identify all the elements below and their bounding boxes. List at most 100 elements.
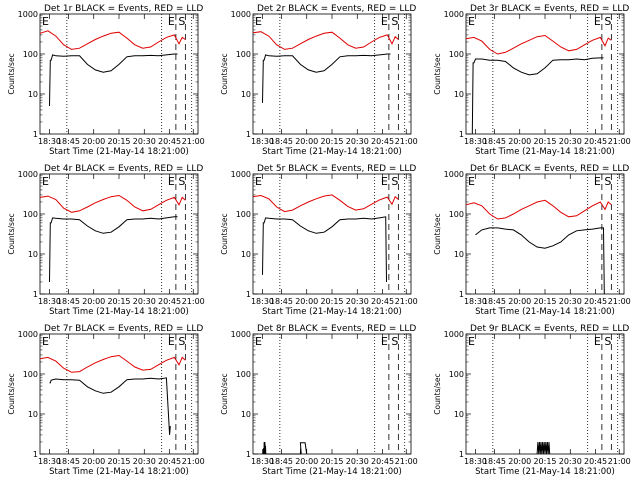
x-tick-label: 21:00 — [182, 297, 205, 306]
plot-frame — [465, 13, 625, 135]
x-tick-label: 20:30 — [346, 137, 369, 146]
y-tick-label: 1000 — [231, 170, 251, 179]
x-tick-label: 20:30 — [559, 137, 582, 146]
series-line-events — [262, 53, 391, 103]
x-tick-label: 20:30 — [133, 137, 156, 146]
y-tick-label: 1 — [459, 290, 464, 299]
plot-frame — [39, 333, 199, 455]
x-tick-label: 20:15 — [533, 297, 556, 306]
chart-panel-9: Det 9r BLACK = Events, RED = LLD 1 10 100 10… — [433, 324, 631, 477]
y-tick-label: 1 — [246, 130, 251, 139]
y-tick-label: 100 — [236, 370, 251, 379]
x-tick-label: 20:45 — [158, 297, 181, 306]
chart-title: Det 9r BLACK = Events, RED = LLD — [470, 324, 629, 334]
x-tick-label: 20:15 — [320, 457, 343, 466]
x-tick-label: 20:45 — [158, 457, 181, 466]
plot-frame — [252, 333, 412, 455]
event-marker-e-end: E — [168, 15, 175, 28]
x-tick-label: 18:30 — [251, 297, 274, 306]
event-marker-e-end: E — [381, 175, 388, 188]
event-marker-e-start: E — [468, 175, 475, 188]
x-tick-label: 18:45 — [270, 137, 293, 146]
series-line-events — [49, 216, 178, 283]
chart-title: Det 2r BLACK = Events, RED = LLD — [257, 4, 416, 14]
x-tick-label: 20:00 — [295, 137, 318, 146]
chart-title: Det 4r BLACK = Events, RED = LLD — [44, 164, 203, 174]
x-tick-label: 20:45 — [371, 137, 394, 146]
y-tick-label: 100 — [449, 370, 464, 379]
chart-panel-2: Det 2r BLACK = Events, RED = LLD 1 10 100 10… — [220, 4, 418, 157]
series-line-events — [262, 216, 387, 283]
x-tick-label: 20:45 — [371, 297, 394, 306]
x-tick-label: 20:15 — [320, 137, 343, 146]
x-tick-label: 18:30 — [251, 457, 274, 466]
y-axis-label: Counts/sec — [7, 373, 16, 414]
x-tick-label: 20:15 — [320, 297, 343, 306]
x-tick-label: 20:30 — [346, 457, 369, 466]
x-tick-label: 20:30 — [559, 457, 582, 466]
x-tick-label: 18:45 — [57, 297, 80, 306]
y-tick-label: 1 — [33, 290, 38, 299]
series-line-lld — [39, 30, 186, 50]
y-tick-label: 10 — [28, 410, 38, 419]
y-tick-label: 1000 — [18, 330, 38, 339]
event-marker-e-start: E — [255, 15, 262, 28]
event-marker-s: S — [178, 335, 185, 348]
y-axis-label: Counts/sec — [433, 373, 442, 414]
chart-panel-4: Det 4r BLACK = Events, RED = LLD 1 10 100 10… — [7, 164, 205, 317]
event-marker-s: S — [604, 335, 611, 348]
x-tick-label: 20:00 — [82, 457, 105, 466]
series-line-events — [49, 377, 171, 435]
y-tick-label: 1000 — [444, 10, 464, 19]
event-marker-e-end: E — [168, 175, 175, 188]
chart-title: Det 6r BLACK = Events, RED = LLD — [470, 164, 629, 174]
x-tick-label: 18:30 — [38, 457, 61, 466]
y-tick-label: 1000 — [18, 10, 38, 19]
x-tick-label: 20:45 — [584, 457, 607, 466]
x-axis-label: Start Time (21-May-14 18:21:00) — [262, 307, 402, 317]
y-tick-label: 1 — [33, 450, 38, 459]
event-marker-e-end: E — [168, 335, 175, 348]
series-line-lld — [252, 31, 399, 50]
y-tick-label: 10 — [241, 250, 251, 259]
x-tick-label: 20:45 — [371, 457, 394, 466]
y-tick-label: 1 — [459, 450, 464, 459]
x-tick-label: 21:00 — [395, 137, 418, 146]
series-line-lld — [252, 194, 399, 213]
y-tick-label: 1000 — [231, 10, 251, 19]
chart-title: Det 7r BLACK = Events, RED = LLD — [44, 324, 203, 334]
event-marker-s: S — [178, 15, 185, 28]
x-tick-label: 21:00 — [608, 457, 631, 466]
x-tick-label: 18:45 — [57, 137, 80, 146]
chart-panel-1: Det 1r BLACK = Events, RED = LLD 1 10 100 10… — [7, 4, 205, 157]
x-tick-label: 20:30 — [133, 297, 156, 306]
event-marker-s: S — [178, 175, 185, 188]
chart-panel-5: Det 5r BLACK = Events, RED = LLD 1 10 100 10… — [220, 164, 418, 317]
y-axis-label: Counts/sec — [220, 53, 229, 94]
chart-panel-7: Det 7r BLACK = Events, RED = LLD 1 10 100 10… — [7, 324, 205, 477]
y-tick-label: 100 — [449, 50, 464, 59]
event-marker-s: S — [391, 15, 398, 28]
series-line-lld — [39, 194, 186, 213]
y-tick-label: 10 — [241, 410, 251, 419]
y-tick-label: 1 — [33, 130, 38, 139]
y-tick-label: 10 — [454, 410, 464, 419]
y-tick-label: 1 — [246, 450, 251, 459]
y-tick-label: 1 — [246, 290, 251, 299]
x-tick-label: 18:45 — [57, 457, 80, 466]
y-tick-label: 100 — [23, 370, 38, 379]
y-tick-label: 1000 — [18, 170, 38, 179]
x-tick-label: 20:45 — [584, 297, 607, 306]
y-tick-label: 10 — [454, 90, 464, 99]
x-tick-label: 20:15 — [107, 297, 130, 306]
event-marker-s: S — [391, 175, 398, 188]
y-tick-label: 100 — [23, 50, 38, 59]
x-axis-label: Start Time (21-May-14 18:21:00) — [49, 307, 189, 317]
y-tick-label: 10 — [454, 250, 464, 259]
series-line-lld — [465, 199, 612, 220]
series-line-events — [475, 227, 605, 295]
series-line-events — [49, 53, 178, 107]
event-marker-e-start: E — [468, 335, 475, 348]
event-marker-e-end: E — [594, 15, 601, 28]
x-axis-label: Start Time (21-May-14 18:21:00) — [49, 467, 189, 477]
